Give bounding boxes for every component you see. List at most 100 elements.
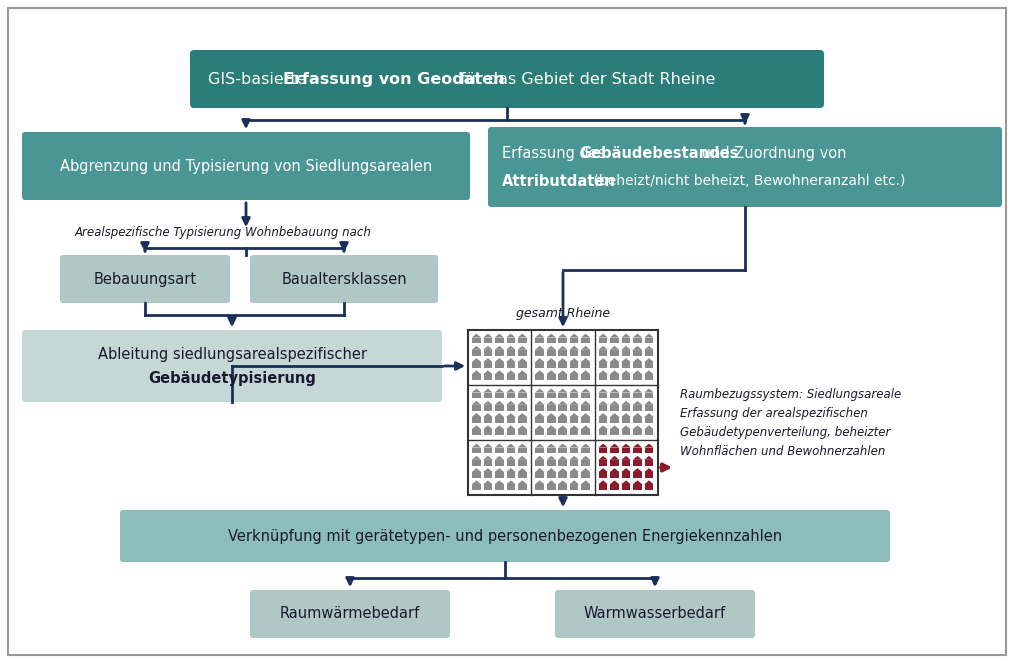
Bar [645,430,653,435]
Bar [581,337,590,343]
Bar [581,362,590,368]
Polygon shape [472,456,482,460]
Polygon shape [547,444,556,448]
Bar [507,405,515,410]
Bar [645,484,653,490]
Bar [570,350,578,355]
Polygon shape [644,468,654,472]
Bar [484,448,492,453]
Polygon shape [644,456,654,460]
Polygon shape [517,413,527,417]
Bar [633,337,642,343]
Bar [495,337,504,343]
Polygon shape [644,426,654,430]
Bar [633,417,642,423]
Polygon shape [558,333,568,337]
Bar [559,350,567,355]
Bar [547,417,556,423]
Polygon shape [547,346,556,350]
Bar [507,430,515,435]
Polygon shape [622,413,631,417]
Polygon shape [598,468,607,472]
Bar [570,460,578,465]
Polygon shape [609,371,620,375]
Polygon shape [517,401,527,405]
Text: Verknüpfung mit gerätetypen- und personenbezogenen Energiekennzahlen: Verknüpfung mit gerätetypen- und persone… [228,528,782,544]
Bar [570,375,578,380]
Polygon shape [517,358,527,362]
Polygon shape [495,371,504,375]
Polygon shape [495,401,504,405]
Polygon shape [644,371,654,375]
Polygon shape [547,456,556,460]
Polygon shape [633,358,642,362]
Bar [581,350,590,355]
Bar [622,460,631,465]
Bar [535,430,545,435]
Bar [633,375,642,380]
Polygon shape [472,358,482,362]
Polygon shape [644,358,654,362]
Bar [570,392,578,398]
FancyBboxPatch shape [555,590,755,638]
Bar [473,375,481,380]
Bar [484,337,492,343]
Polygon shape [472,444,482,448]
Bar [645,417,653,423]
Bar [581,392,590,398]
Polygon shape [622,481,631,484]
Polygon shape [609,413,620,417]
Bar [507,362,515,368]
Text: Ableitung siedlungsarealspezifischer: Ableitung siedlungsarealspezifischer [97,347,366,361]
Bar [484,375,492,380]
Bar [484,484,492,490]
Polygon shape [506,401,515,405]
Polygon shape [598,346,607,350]
Polygon shape [609,346,620,350]
Polygon shape [484,333,493,337]
Polygon shape [506,358,515,362]
Polygon shape [558,389,568,392]
Bar [570,417,578,423]
Polygon shape [517,333,527,337]
Polygon shape [535,481,545,484]
Text: Raumwärmebedarf: Raumwärmebedarf [280,607,420,621]
Polygon shape [598,371,607,375]
Polygon shape [581,444,590,448]
Bar [473,460,481,465]
Bar [495,417,504,423]
Polygon shape [517,346,527,350]
Text: Attributdaten: Attributdaten [502,174,615,188]
Polygon shape [644,444,654,448]
Polygon shape [535,333,545,337]
Polygon shape [558,413,568,417]
Bar [495,405,504,410]
Polygon shape [581,468,590,472]
Bar [633,460,642,465]
Polygon shape [547,358,556,362]
Polygon shape [472,401,482,405]
Bar [633,484,642,490]
Polygon shape [484,389,493,392]
Polygon shape [495,468,504,472]
Polygon shape [506,389,515,392]
FancyBboxPatch shape [22,132,470,200]
Polygon shape [517,456,527,460]
Bar [484,362,492,368]
Bar [633,392,642,398]
Polygon shape [484,456,493,460]
Polygon shape [517,389,527,392]
Bar [495,350,504,355]
Text: Erfassung des: Erfassung des [502,145,610,160]
Polygon shape [535,456,545,460]
Polygon shape [633,346,642,350]
Polygon shape [598,456,607,460]
Polygon shape [570,413,579,417]
Bar [559,484,567,490]
Text: Bebauungsart: Bebauungsart [93,272,197,286]
Polygon shape [598,401,607,405]
Bar [559,362,567,368]
Bar [633,472,642,478]
Polygon shape [472,426,482,430]
Polygon shape [547,426,556,430]
